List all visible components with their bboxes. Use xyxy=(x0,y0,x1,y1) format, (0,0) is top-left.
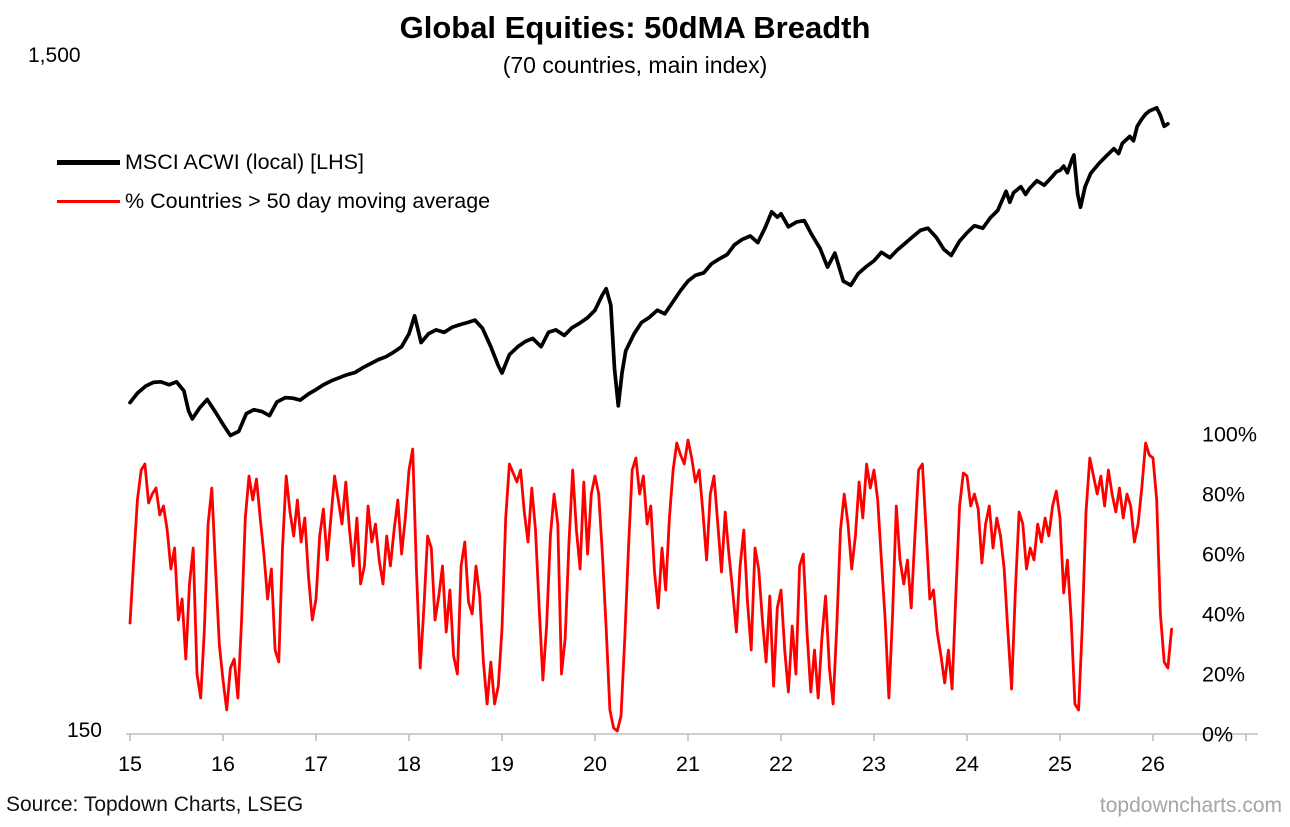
x-tick-label-22: 22 xyxy=(769,752,793,776)
source-note: Source: Topdown Charts, LSEG xyxy=(6,793,304,816)
left-axis-max-label: 1,500 xyxy=(28,44,81,67)
right-axis-label-0: 0% xyxy=(1202,723,1233,747)
msci-acwi-line xyxy=(128,105,1170,438)
breadth-line-swatch xyxy=(57,200,120,203)
right-axis-label-60: 60% xyxy=(1202,543,1245,567)
x-tick-label-24: 24 xyxy=(955,752,979,776)
breadth-line xyxy=(128,438,1173,733)
x-tick-label-19: 19 xyxy=(490,752,514,776)
left-axis-min-label: 150 xyxy=(66,719,102,742)
legend-item-msci-acwi: MSCI ACWI (local) [LHS] xyxy=(57,150,364,175)
right-axis-label-80: 80% xyxy=(1202,483,1245,507)
watermark: topdowncharts.com xyxy=(1099,794,1282,817)
x-tick-label-21: 21 xyxy=(676,752,700,776)
right-axis-label-20: 20% xyxy=(1202,663,1245,687)
x-tick-label-20: 20 xyxy=(583,752,607,776)
page-title: Global Equities: 50dMA Breadth xyxy=(399,10,871,45)
x-tick-label-18: 18 xyxy=(397,752,421,776)
legend-label-breadth: % Countries > 50 day moving average xyxy=(125,189,491,213)
right-axis-label-40: 40% xyxy=(1202,603,1245,627)
x-tick-label-16: 16 xyxy=(211,752,235,776)
x-tick-label-17: 17 xyxy=(304,752,328,776)
page-subtitle: (70 countries, main index) xyxy=(502,52,768,78)
legend-item-breadth: % Countries > 50 day moving average xyxy=(57,189,490,214)
right-axis-label-100: 100% xyxy=(1202,423,1257,447)
x-tick-label-25: 25 xyxy=(1048,752,1072,776)
x-tick-label-26: 26 xyxy=(1141,752,1165,776)
x-tick-label-23: 23 xyxy=(862,752,886,776)
msci-acwi-line-swatch xyxy=(57,160,120,165)
legend-label-msci-acwi: MSCI ACWI (local) [LHS] xyxy=(125,150,364,174)
x-tick-label-15: 15 xyxy=(118,752,142,776)
